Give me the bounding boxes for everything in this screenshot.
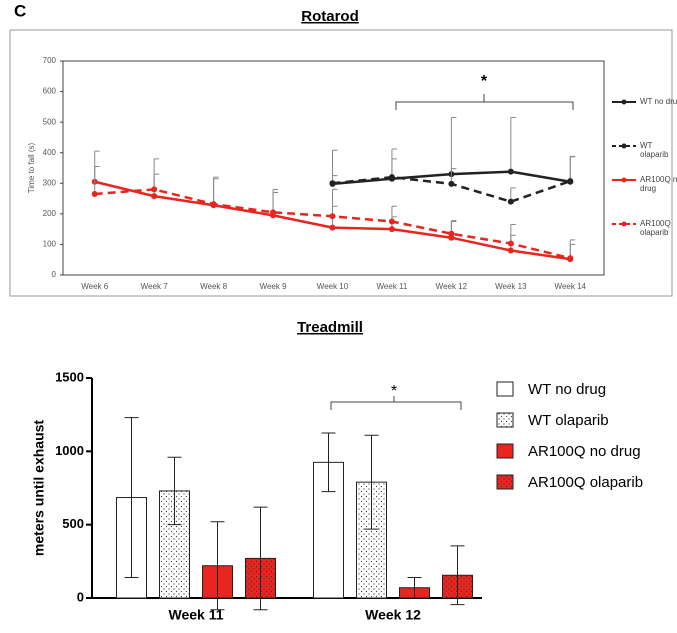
x-tick-label: Week 11: [377, 282, 408, 291]
error-bar: [253, 506, 268, 611]
point: [270, 209, 277, 216]
error-bar: [213, 176, 219, 206]
error-bar: [407, 576, 422, 599]
y-tick-label: 0: [77, 589, 84, 604]
y-axis-label: Time to fall (s): [27, 142, 36, 193]
point: [507, 247, 514, 254]
y-tick-label: 1000: [55, 443, 84, 458]
error-bar: [569, 156, 576, 182]
error-bar: [210, 521, 225, 611]
point: [151, 193, 158, 200]
error-bar: [510, 224, 516, 251]
y-tick-label: 500: [43, 117, 57, 126]
y-tick-label: 700: [43, 56, 57, 65]
point: [151, 186, 158, 193]
legend-label: WT olaparib: [640, 141, 669, 159]
significance-bracket: [330, 396, 462, 410]
legend-label: AR100Q olaparib: [528, 474, 643, 491]
error-bar: [94, 165, 100, 194]
legend-label: AR100Q no drug: [528, 443, 641, 460]
legend-swatch: [496, 412, 514, 428]
legend-swatch: [496, 443, 514, 459]
legend-swatch: [621, 221, 627, 227]
error-bar: [391, 148, 397, 179]
y-tick-label: 0: [52, 270, 57, 279]
error-bar: [124, 417, 139, 578]
error-bar: [450, 117, 457, 175]
point: [210, 201, 217, 208]
error-bar: [167, 456, 182, 526]
legend-swatch: [621, 177, 627, 183]
error-bar: [569, 155, 576, 182]
x-tick-label: Week 10: [317, 282, 349, 291]
point: [329, 224, 336, 231]
point: [567, 255, 574, 262]
bar: [356, 481, 387, 599]
x-tick-label: Week 9: [260, 282, 288, 291]
error-bar: [450, 545, 465, 606]
point: [388, 174, 395, 181]
x-tick-label: Week 8: [200, 282, 228, 291]
legend-label: WT no drug: [640, 97, 677, 106]
point: [567, 178, 574, 185]
y-tick-label: 1500: [55, 369, 84, 384]
y-tick-label: 400: [43, 148, 57, 157]
legend-label: WT no drug: [528, 381, 606, 398]
x-tick-label: Week 6: [81, 282, 109, 291]
panel-label: C: [14, 1, 26, 20]
legend-label: WT olaparib: [528, 412, 609, 429]
point: [388, 226, 395, 233]
y-tick-label: 300: [43, 178, 57, 187]
point: [388, 218, 395, 225]
y-tick-label: 100: [43, 240, 57, 249]
point: [507, 198, 514, 205]
legend-swatch: [496, 474, 514, 490]
annotation: *: [481, 73, 488, 90]
x-tick-label: Week 12: [436, 282, 468, 291]
y-tick-label: 600: [43, 87, 57, 96]
point: [448, 230, 455, 237]
x-tick-label: Week 11: [168, 607, 223, 623]
legend-label: AR100Q no drug: [640, 175, 677, 193]
error-bar: [391, 158, 397, 178]
y-axis-label: meters until exhaust: [31, 420, 47, 556]
plot-frame: [62, 60, 605, 276]
point: [448, 180, 455, 187]
error-bar: [391, 205, 397, 230]
point: [91, 190, 98, 197]
error-bar: [332, 188, 338, 228]
point: [329, 213, 336, 220]
x-tick-label: Week 7: [141, 282, 169, 291]
legend-swatch: [621, 143, 627, 149]
point: [507, 168, 514, 175]
error-bar: [510, 117, 516, 172]
legend-swatch: [496, 381, 514, 397]
error-bar: [364, 434, 379, 530]
error-bar: [332, 149, 338, 184]
error-bar: [321, 432, 336, 493]
point: [507, 240, 514, 247]
y-tick-label: 500: [62, 516, 84, 531]
significance-bracket: [395, 94, 574, 110]
error-bar: [213, 178, 219, 205]
x-tick-label: Week 14: [555, 282, 587, 291]
chart-title: Rotarod: [301, 8, 359, 25]
legend-swatch: [621, 99, 627, 105]
point: [329, 180, 336, 187]
y-tick-label: 200: [43, 209, 57, 218]
x-tick-label: Week 12: [365, 607, 421, 623]
error-bar: [272, 191, 279, 213]
legend-label: AR100Q olaparib: [640, 219, 671, 237]
chart-title: Treadmill: [297, 319, 363, 336]
panel-border: [9, 29, 673, 297]
annotation: *: [391, 383, 397, 400]
x-tick-label: Week 13: [495, 282, 527, 291]
